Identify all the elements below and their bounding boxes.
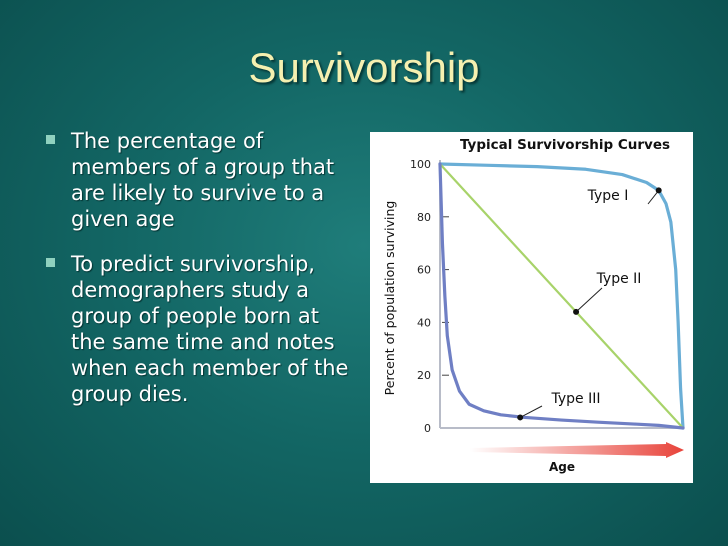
square-bullet-icon xyxy=(46,135,55,144)
y-axis-label: Percent of population surviving xyxy=(382,201,397,396)
chart-title: Typical Survivorship Curves xyxy=(460,137,670,153)
bullet-item: The percentage of members of a group tha… xyxy=(44,128,354,232)
series-marker-type-2 xyxy=(573,308,580,315)
y-tick-label: 100 xyxy=(410,158,431,171)
series-marker-type-1 xyxy=(655,187,662,194)
series-line-type-3 xyxy=(438,162,685,430)
survivorship-chart: Typical Survivorship Curves 0 20 40 60 80 100 P… xyxy=(370,132,693,483)
bullet-text: To predict survivorship, demographers st… xyxy=(71,252,349,406)
y-tick-label: 20 xyxy=(417,369,431,382)
series-label-type-3: Type III xyxy=(551,391,601,407)
series-label-type-2: Type II xyxy=(596,271,642,287)
bullet-item: To predict survivorship, demographers st… xyxy=(44,251,354,407)
y-tick-label: 0 xyxy=(424,422,431,435)
bullet-list: The percentage of members of a group tha… xyxy=(44,128,354,426)
bullet-text: The percentage of members of a group tha… xyxy=(71,129,335,231)
callout-line-type-2 xyxy=(575,287,603,313)
chart-svg: Typical Survivorship Curves 0 20 40 60 80 100 P… xyxy=(382,137,685,474)
age-arrow xyxy=(470,442,684,458)
y-tick-label: 40 xyxy=(417,316,431,329)
y-tick-label: 80 xyxy=(417,211,431,224)
series-marker-type-3 xyxy=(517,414,524,421)
series-label-type-1: Type I xyxy=(587,188,629,204)
callout-line-type-3 xyxy=(519,405,543,418)
square-bullet-icon xyxy=(46,258,55,267)
x-axis-label: Age xyxy=(549,460,575,474)
slide-title: Survivorship xyxy=(248,44,480,91)
series-line-type-2 xyxy=(438,162,685,430)
y-tick-label: 60 xyxy=(417,264,431,277)
